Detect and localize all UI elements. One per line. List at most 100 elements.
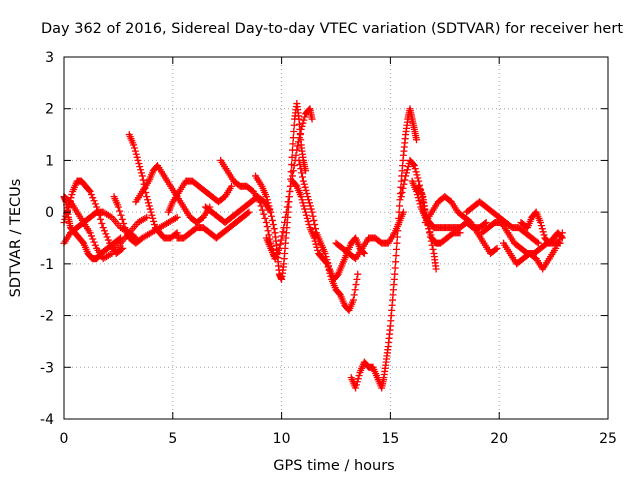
data-point [423, 216, 431, 224]
data-point [290, 121, 298, 129]
data-point [422, 212, 430, 220]
data-point [553, 241, 561, 249]
data-point [282, 208, 290, 216]
data-point [352, 384, 360, 392]
data-point [299, 199, 307, 207]
data-point [300, 180, 308, 188]
x-tick-label: 25 [599, 431, 617, 447]
data-point [294, 142, 302, 150]
data-point [349, 296, 357, 304]
series-arc-h [164, 177, 236, 216]
data-point [558, 234, 566, 242]
data-point [282, 213, 290, 221]
data-point [392, 245, 400, 253]
data-point [303, 190, 311, 198]
data-point [293, 146, 301, 154]
series-arc-i [173, 208, 253, 242]
data-point [97, 215, 105, 223]
data-point [325, 262, 333, 270]
data-point [289, 167, 297, 175]
data-point [409, 161, 417, 169]
data-point [131, 147, 139, 155]
data-point [429, 245, 437, 253]
data-point [148, 211, 156, 219]
data-point [324, 259, 332, 267]
data-point [426, 229, 434, 237]
x-tick-label: 0 [60, 431, 69, 447]
data-point [257, 202, 265, 210]
data-point [281, 218, 289, 226]
data-point [173, 213, 181, 221]
data-point [360, 250, 368, 258]
data-point [86, 187, 94, 195]
data-point [413, 171, 421, 179]
data-point [304, 193, 312, 201]
data-point [393, 239, 401, 247]
data-point [133, 153, 141, 161]
data-point [308, 115, 316, 123]
series-arc-f [125, 131, 181, 242]
x-axis-label: GPS time / hours [273, 458, 394, 474]
series-arc-u [415, 182, 440, 273]
data-point [310, 234, 318, 242]
data-point [537, 222, 545, 230]
data-point [427, 237, 435, 245]
y-tick-label: 1 [45, 153, 54, 169]
data-point [538, 225, 546, 233]
data-point [350, 291, 358, 299]
data-point [421, 208, 429, 216]
data-point [149, 214, 157, 222]
data-point [117, 245, 125, 253]
data-point [302, 211, 310, 219]
data-point [144, 196, 152, 204]
axes: -4 -3 -2 -1 0 1 2 3 0 5 10 15 20 25 [40, 50, 617, 447]
data-point [396, 202, 404, 210]
data-point [352, 281, 360, 289]
data-point [481, 220, 489, 228]
data-point [298, 196, 306, 204]
data-point [64, 203, 72, 211]
data-point [305, 199, 313, 207]
data-point [353, 378, 361, 386]
data-point [260, 210, 268, 218]
data-point [354, 375, 362, 383]
data-point [309, 212, 317, 220]
data-point [404, 163, 412, 171]
y-axis-label: SDTVAR / TECUs [8, 179, 24, 298]
data-point [172, 230, 180, 238]
data-point [297, 125, 305, 133]
data-point [411, 165, 419, 173]
data-point [295, 134, 303, 142]
data-point [89, 194, 97, 202]
data-point [91, 200, 99, 208]
data-point [391, 270, 399, 278]
data-point [301, 113, 309, 121]
data-point [114, 203, 122, 211]
data-point [298, 122, 306, 130]
series-arc-y [517, 208, 566, 247]
data-point [85, 186, 93, 194]
data-point [278, 232, 286, 240]
data-point [353, 275, 361, 283]
data-point [414, 174, 422, 182]
data-point [300, 202, 308, 210]
y-tick-label: 3 [45, 50, 54, 66]
data-point [287, 182, 295, 190]
data-point [413, 187, 421, 195]
data-point [62, 212, 70, 220]
data-point [428, 241, 436, 249]
data-point [270, 225, 278, 233]
data-point [300, 116, 308, 124]
data-point [492, 245, 500, 253]
plot-frame [63, 56, 609, 420]
data-point [322, 253, 330, 261]
data-point [102, 230, 110, 238]
data-point [394, 227, 402, 235]
data-point [414, 194, 422, 202]
data-point [395, 214, 403, 222]
data-point [135, 160, 143, 168]
data-point [268, 212, 276, 220]
data-point [261, 214, 269, 222]
data-point [297, 165, 305, 173]
